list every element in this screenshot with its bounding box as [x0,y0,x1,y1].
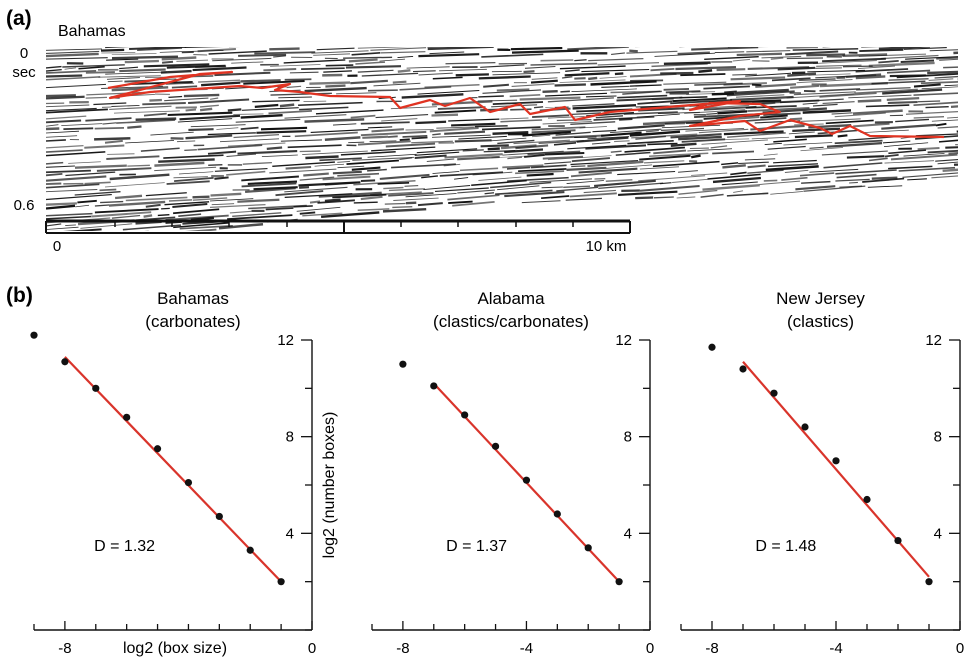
plot-3-data-point [770,389,778,397]
plot-2-title-line-2: (clastics/carbonates) [433,312,589,331]
plot-2-y-tick-label: 8 [624,429,632,446]
scale-label-10km: 10 km [586,238,627,255]
scale-label-0: 0 [53,238,61,255]
plot-2-y-tick-label: 4 [624,525,632,542]
interpreted-horizon-trace [107,70,945,139]
panel-b-fractal-plots: (b) Bahamas (carbonates) -8 0 4 8 12 log2 (box … [6,284,964,657]
time-label-unit: sec [12,64,36,81]
plot-3: New Jersey (clastics) -8 -4 0 4 8 12 D = 1.48 [680,289,964,657]
plot-2-data-point [491,442,500,450]
plot-2-data-point [430,382,438,390]
plot-1-data-point [184,478,193,487]
plot-1-data-point [30,331,38,339]
plot-3-y-tick-label: 12 [925,332,942,349]
plot-1-data-point [246,546,254,554]
plot-3-data-point [832,457,840,465]
plot-1-y-tick-label: 8 [286,429,294,446]
plot-1: Bahamas (carbonates) -8 0 4 8 12 log2 (box size… [30,289,316,657]
plot-1-data-point [153,445,162,453]
plot-3-x-tick-label: -8 [705,640,718,657]
plot-3-x-tick-label: 0 [956,640,964,657]
plot-2-data-point [615,578,623,586]
plot-1-title-line-1: Bahamas [157,289,229,308]
plot-1-x-tick-label: 0 [308,640,316,657]
plot-1-data-point [277,578,285,586]
panel-b-letter: (b) [6,284,33,307]
time-label-0: 0 [20,45,28,62]
plot-2-x-tick-label: -4 [520,640,533,657]
plot-2-data-point [584,544,592,552]
plot-3-data-point [739,365,747,373]
plot-1-x-label: log2 (box size) [123,640,227,657]
plot-3-data-point [894,536,902,545]
plot-2: Alabama (clastics/carbonates) -8 -4 0 4 8 12 log… [321,289,654,657]
plot-1-title-line-2: (carbonates) [145,312,240,331]
plot-3-y-tick-label: 8 [934,429,942,446]
plot-1-y-tick-label: 4 [286,525,294,542]
plot-2-data-point [399,360,407,368]
plot-3-data-point [863,495,871,504]
plot-2-dimension-annotation: D = 1.37 [446,538,507,555]
plot-1-data-point [92,384,100,392]
plot-3-title-line-1: New Jersey [776,289,865,308]
plot-3-data-point [925,578,933,586]
plot-2-y-tick-label: 12 [615,332,632,349]
plot-1-dimension-annotation: D = 1.32 [94,538,155,555]
plot-2-x-tick-label: 0 [646,640,654,657]
time-label-0-6: 0.6 [14,197,35,214]
plot-2-title-line-1: Alabama [477,289,545,308]
panel-a-letter: (a) [6,7,32,30]
plot-1-data-point [123,413,131,421]
y-axis-label: log2 (number boxes) [321,412,338,559]
plot-2-data-point [461,411,469,419]
panel-a-title: Bahamas [58,23,126,40]
plot-1-y-tick-label: 12 [277,332,294,349]
plot-3-data-point [801,423,809,431]
plot-1-x-tick-label: -8 [58,640,71,657]
plot-3-title-line-2: (clastics) [787,312,854,331]
seismic-reflections-image [46,47,958,231]
distance-scale-bar: 0 10 km [45,219,631,255]
plot-2-x-tick-label: -8 [396,640,409,657]
plot-1-data-point [61,358,69,366]
panel-a-seismic-section: (a) Bahamas 0 sec 0.6 0 10 km [6,7,958,255]
plot-3-dimension-annotation: D = 1.48 [755,538,816,555]
plot-3-y-tick-label: 4 [934,525,942,542]
plot-3-x-tick-label: -4 [829,640,842,657]
plot-1-fit-line [64,356,282,583]
plot-2-data-point [553,510,561,518]
plot-3-data-point [708,343,716,351]
plot-2-data-point [522,476,531,484]
plot-1-data-point [215,512,223,521]
